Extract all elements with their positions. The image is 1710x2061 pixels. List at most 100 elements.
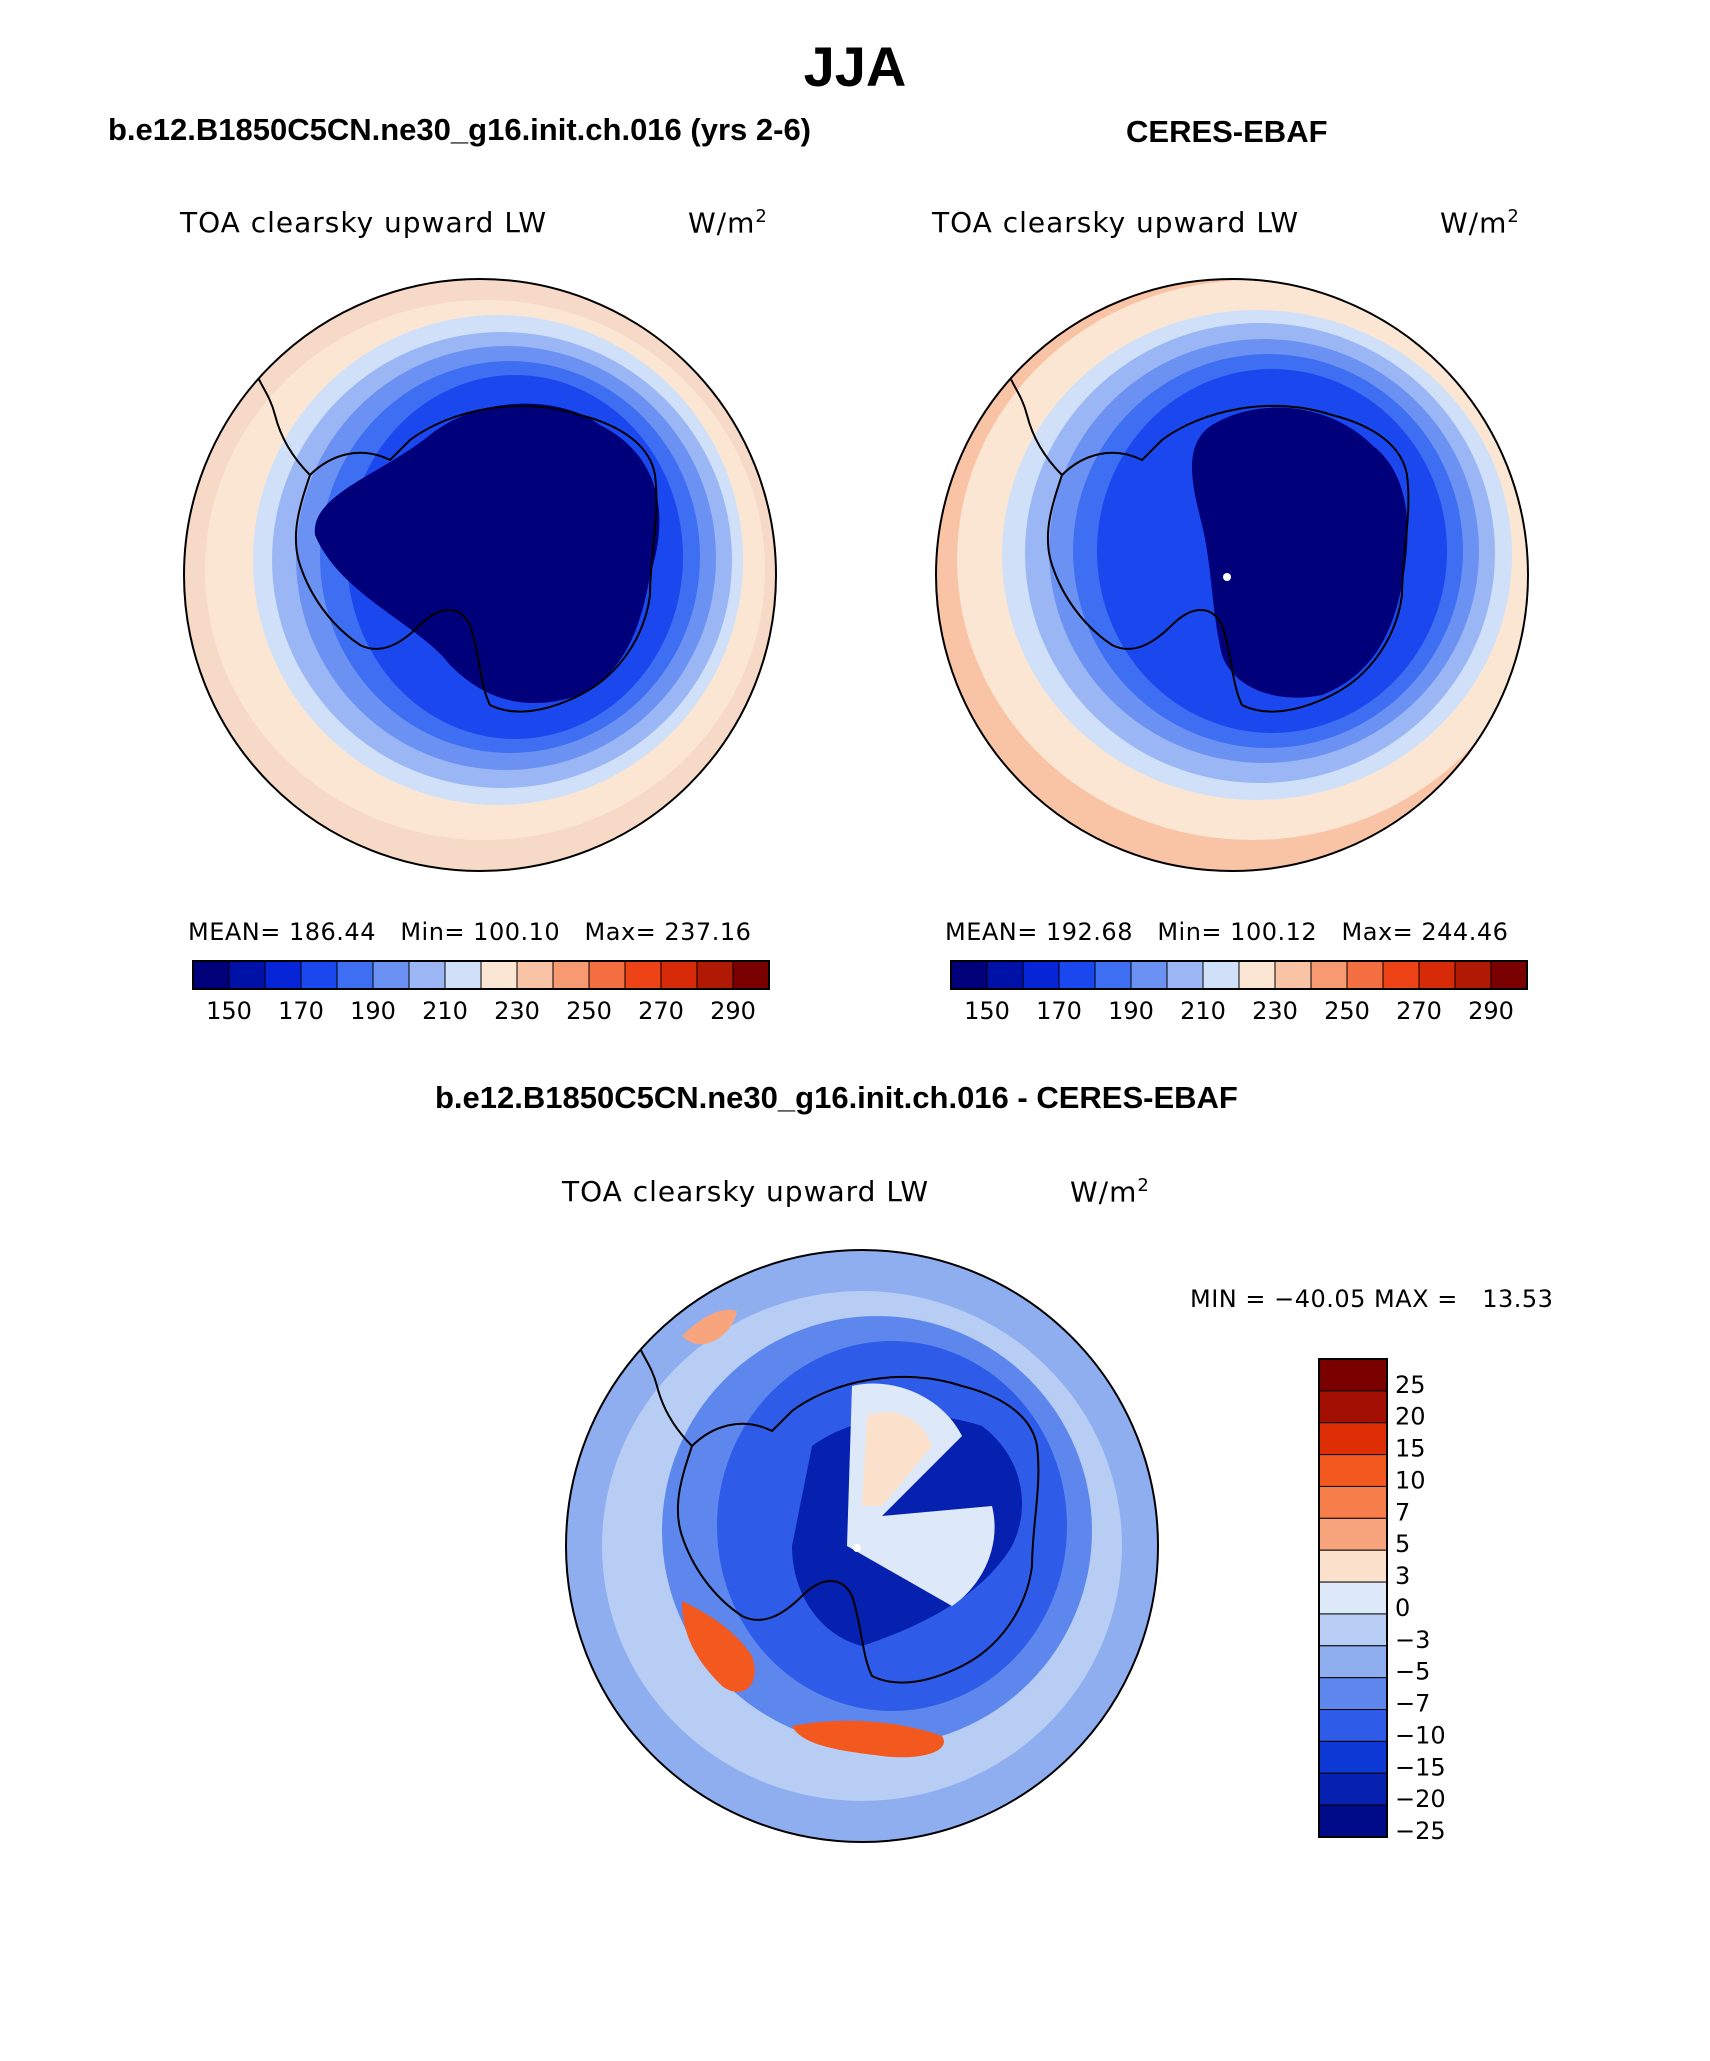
panel-2-colorbar-swatch: [1346, 960, 1384, 990]
panel-1-colorbar-swatch: [372, 960, 410, 990]
panel-2-colorbar-tick-label: 290: [1468, 997, 1514, 1025]
diff-positive-anomaly-west: [682, 1601, 755, 1692]
diff-colorbar-swatch: [1318, 1517, 1388, 1551]
diff-colorbar-tick-label: 0: [1395, 1594, 1410, 1622]
diff-peninsula: [636, 1340, 693, 1447]
panel-2-variable-label: TOA clearsky upward LW: [932, 206, 1300, 239]
panel-2-colorbar-swatch: [1418, 960, 1456, 990]
diff-antarctica-coast: [676, 1375, 1040, 1684]
diff-colorbar-tick-label: 3: [1395, 1562, 1410, 1590]
panel-2-colorbar-tick-label: 270: [1396, 997, 1442, 1025]
panel-1-heading: b.e12.B1850C5CN.ne30_g16.init.ch.016 (yr…: [108, 112, 812, 147]
panel-1-colorbar-swatch: [444, 960, 482, 990]
panel-1-colorbar-swatch: [228, 960, 266, 990]
diff-colorbar: 25 20 15 10 7 5 3 0 −3 −5 −7 −10 −15 −20 −25: [1318, 1358, 1446, 1845]
panel-2-units: W/m2: [1440, 206, 1520, 239]
diff-colorbar-swatch: [1318, 1804, 1388, 1838]
panel-2-colorbar-swatch: [1382, 960, 1420, 990]
panel-2-colorbar-tick-label: 250: [1324, 997, 1370, 1025]
diff-colorbar-swatch: [1318, 1485, 1388, 1519]
panel-1-colorbar-swatch: [264, 960, 302, 990]
panel-2-colorbar-swatch: [1274, 960, 1312, 990]
panel-1-colorbar-swatch: [696, 960, 734, 990]
panel-2-pole-marker: [1223, 573, 1231, 581]
diff-variable-label: TOA clearsky upward LW: [562, 1175, 930, 1208]
panel-2-heading: CERES-EBAF: [1126, 114, 1328, 149]
diff-colorbar-swatch: [1318, 1709, 1388, 1742]
diff-colorbar-tick-label: −10: [1395, 1721, 1446, 1749]
diff-colorbar-swatch: [1318, 1358, 1388, 1392]
panel-2-colorbar-tick-label: 190: [1108, 997, 1154, 1025]
panel-2-colorbar-swatch: [1490, 960, 1528, 990]
panel-1-colorbar-swatch: [408, 960, 446, 990]
diff-colorbar-swatch: [1318, 1645, 1388, 1679]
diff-colorbar-swatch: [1318, 1740, 1388, 1774]
diff-colorbar-swatch: [1318, 1677, 1388, 1711]
panel-1-units: W/m2: [688, 206, 768, 239]
panel-2-antarctica-coast: [1046, 404, 1410, 713]
diff-colorbar-swatch: [1318, 1581, 1388, 1615]
diff-colorbar-tick-label: −5: [1395, 1658, 1430, 1686]
page-title: JJA: [803, 35, 907, 98]
panel-1-colorbar-swatch: [516, 960, 554, 990]
diff-colorbar-swatch: [1318, 1454, 1388, 1487]
diff-colorbar-swatch: [1318, 1772, 1388, 1806]
panel-1-units-base: W/m: [688, 206, 756, 240]
panel-1-stats: MEAN= 186.44 Min= 100.10 Max= 237.16: [188, 918, 752, 946]
panel-1-colorbar: 150 170 190 210 230 250 270 290: [192, 960, 770, 1025]
diff-units: W/m2: [1070, 1175, 1150, 1208]
panel-1-colorbar-tick-label: 270: [638, 997, 684, 1025]
panel-2-colorbar-tick-label: 230: [1252, 997, 1298, 1025]
diff-map-border: [565, 1249, 1159, 1843]
diff-colorbar-tick-label: −3: [1395, 1626, 1430, 1654]
panel-1-ice-core: [314, 403, 660, 704]
panel-2-colorbar-swatch: [1094, 960, 1132, 990]
panel-2-units-base: W/m: [1440, 206, 1508, 240]
diff-colorbar-tick-label: 10: [1395, 1466, 1426, 1494]
diff-colorbar-tick-label: −15: [1395, 1753, 1446, 1781]
panel-1-colorbar-swatch: [300, 960, 338, 990]
panel-2-colorbar-swatch: [1022, 960, 1060, 990]
panel-1-colorbar-swatch: [480, 960, 518, 990]
panel-1-colorbar-tick-label: 210: [422, 997, 468, 1025]
panel-2-colorbar: 150 170 190 210 230 250 270 290: [950, 960, 1528, 1025]
panel-1-colorbar-tick-label: 170: [278, 997, 324, 1025]
panel-2-colorbar-swatch: [1166, 960, 1204, 990]
panel-1-colorbar-tick-label: 230: [494, 997, 540, 1025]
panel-1-colorbar-swatch: [336, 960, 374, 990]
diff-colorbar-swatch: [1318, 1390, 1388, 1424]
panel-2-stats: MEAN= 192.68 Min= 100.12 Max= 244.46: [945, 918, 1509, 946]
panel-1-colorbar-tick-label: 190: [350, 997, 396, 1025]
panel-2-colorbar-tick-label: 150: [964, 997, 1010, 1025]
diff-colorbar-tick-label: −25: [1395, 1817, 1446, 1845]
diff-units-exp: 2: [1137, 1175, 1150, 1196]
diff-pole-marker: [853, 1544, 861, 1552]
diff-heading: b.e12.B1850C5CN.ne30_g16.init.ch.016 - C…: [435, 1080, 1238, 1115]
panel-2-colorbar-swatch: [1310, 960, 1348, 990]
panel-2-colorbar-tick-label: 210: [1180, 997, 1226, 1025]
diff-positive-core: [862, 1412, 932, 1506]
panel-1-colorbar-tick-label: 150: [206, 997, 252, 1025]
panel-1-variable-label: TOA clearsky upward LW: [180, 206, 548, 239]
panel-1-colorbar-swatch: [552, 960, 590, 990]
diff-colorbar-tick-label: 5: [1395, 1530, 1410, 1558]
diff-colorbar-swatch: [1318, 1613, 1388, 1647]
diff-units-base: W/m: [1070, 1175, 1138, 1209]
panel-2-colorbar-tick-label: 170: [1036, 997, 1082, 1025]
panel-1-colorbar-tick-label: 290: [710, 997, 756, 1025]
diff-colorbar-swatch: [1318, 1549, 1388, 1583]
panel-2-colorbar-swatch: [1130, 960, 1168, 990]
diff-colorbar-tick-label: −7: [1395, 1690, 1430, 1718]
diff-positive-anomaly-south: [792, 1720, 944, 1758]
panel-1-map: [183, 278, 777, 872]
panel-1-colorbar-swatch: [588, 960, 626, 990]
diff-colorbar-tick-label: 25: [1395, 1371, 1426, 1399]
panel-2-colorbar-swatch: [1454, 960, 1492, 990]
diff-map: [565, 1249, 1159, 1843]
panel-2-ice-core: [1192, 407, 1408, 698]
panel-2-colorbar-swatch: [986, 960, 1024, 990]
panel-2-colorbar-swatch: [950, 960, 988, 990]
panel-1-peninsula: [254, 369, 311, 476]
diff-positive-anomaly-north: [682, 1309, 737, 1345]
panel-2-map-border: [935, 278, 1529, 872]
